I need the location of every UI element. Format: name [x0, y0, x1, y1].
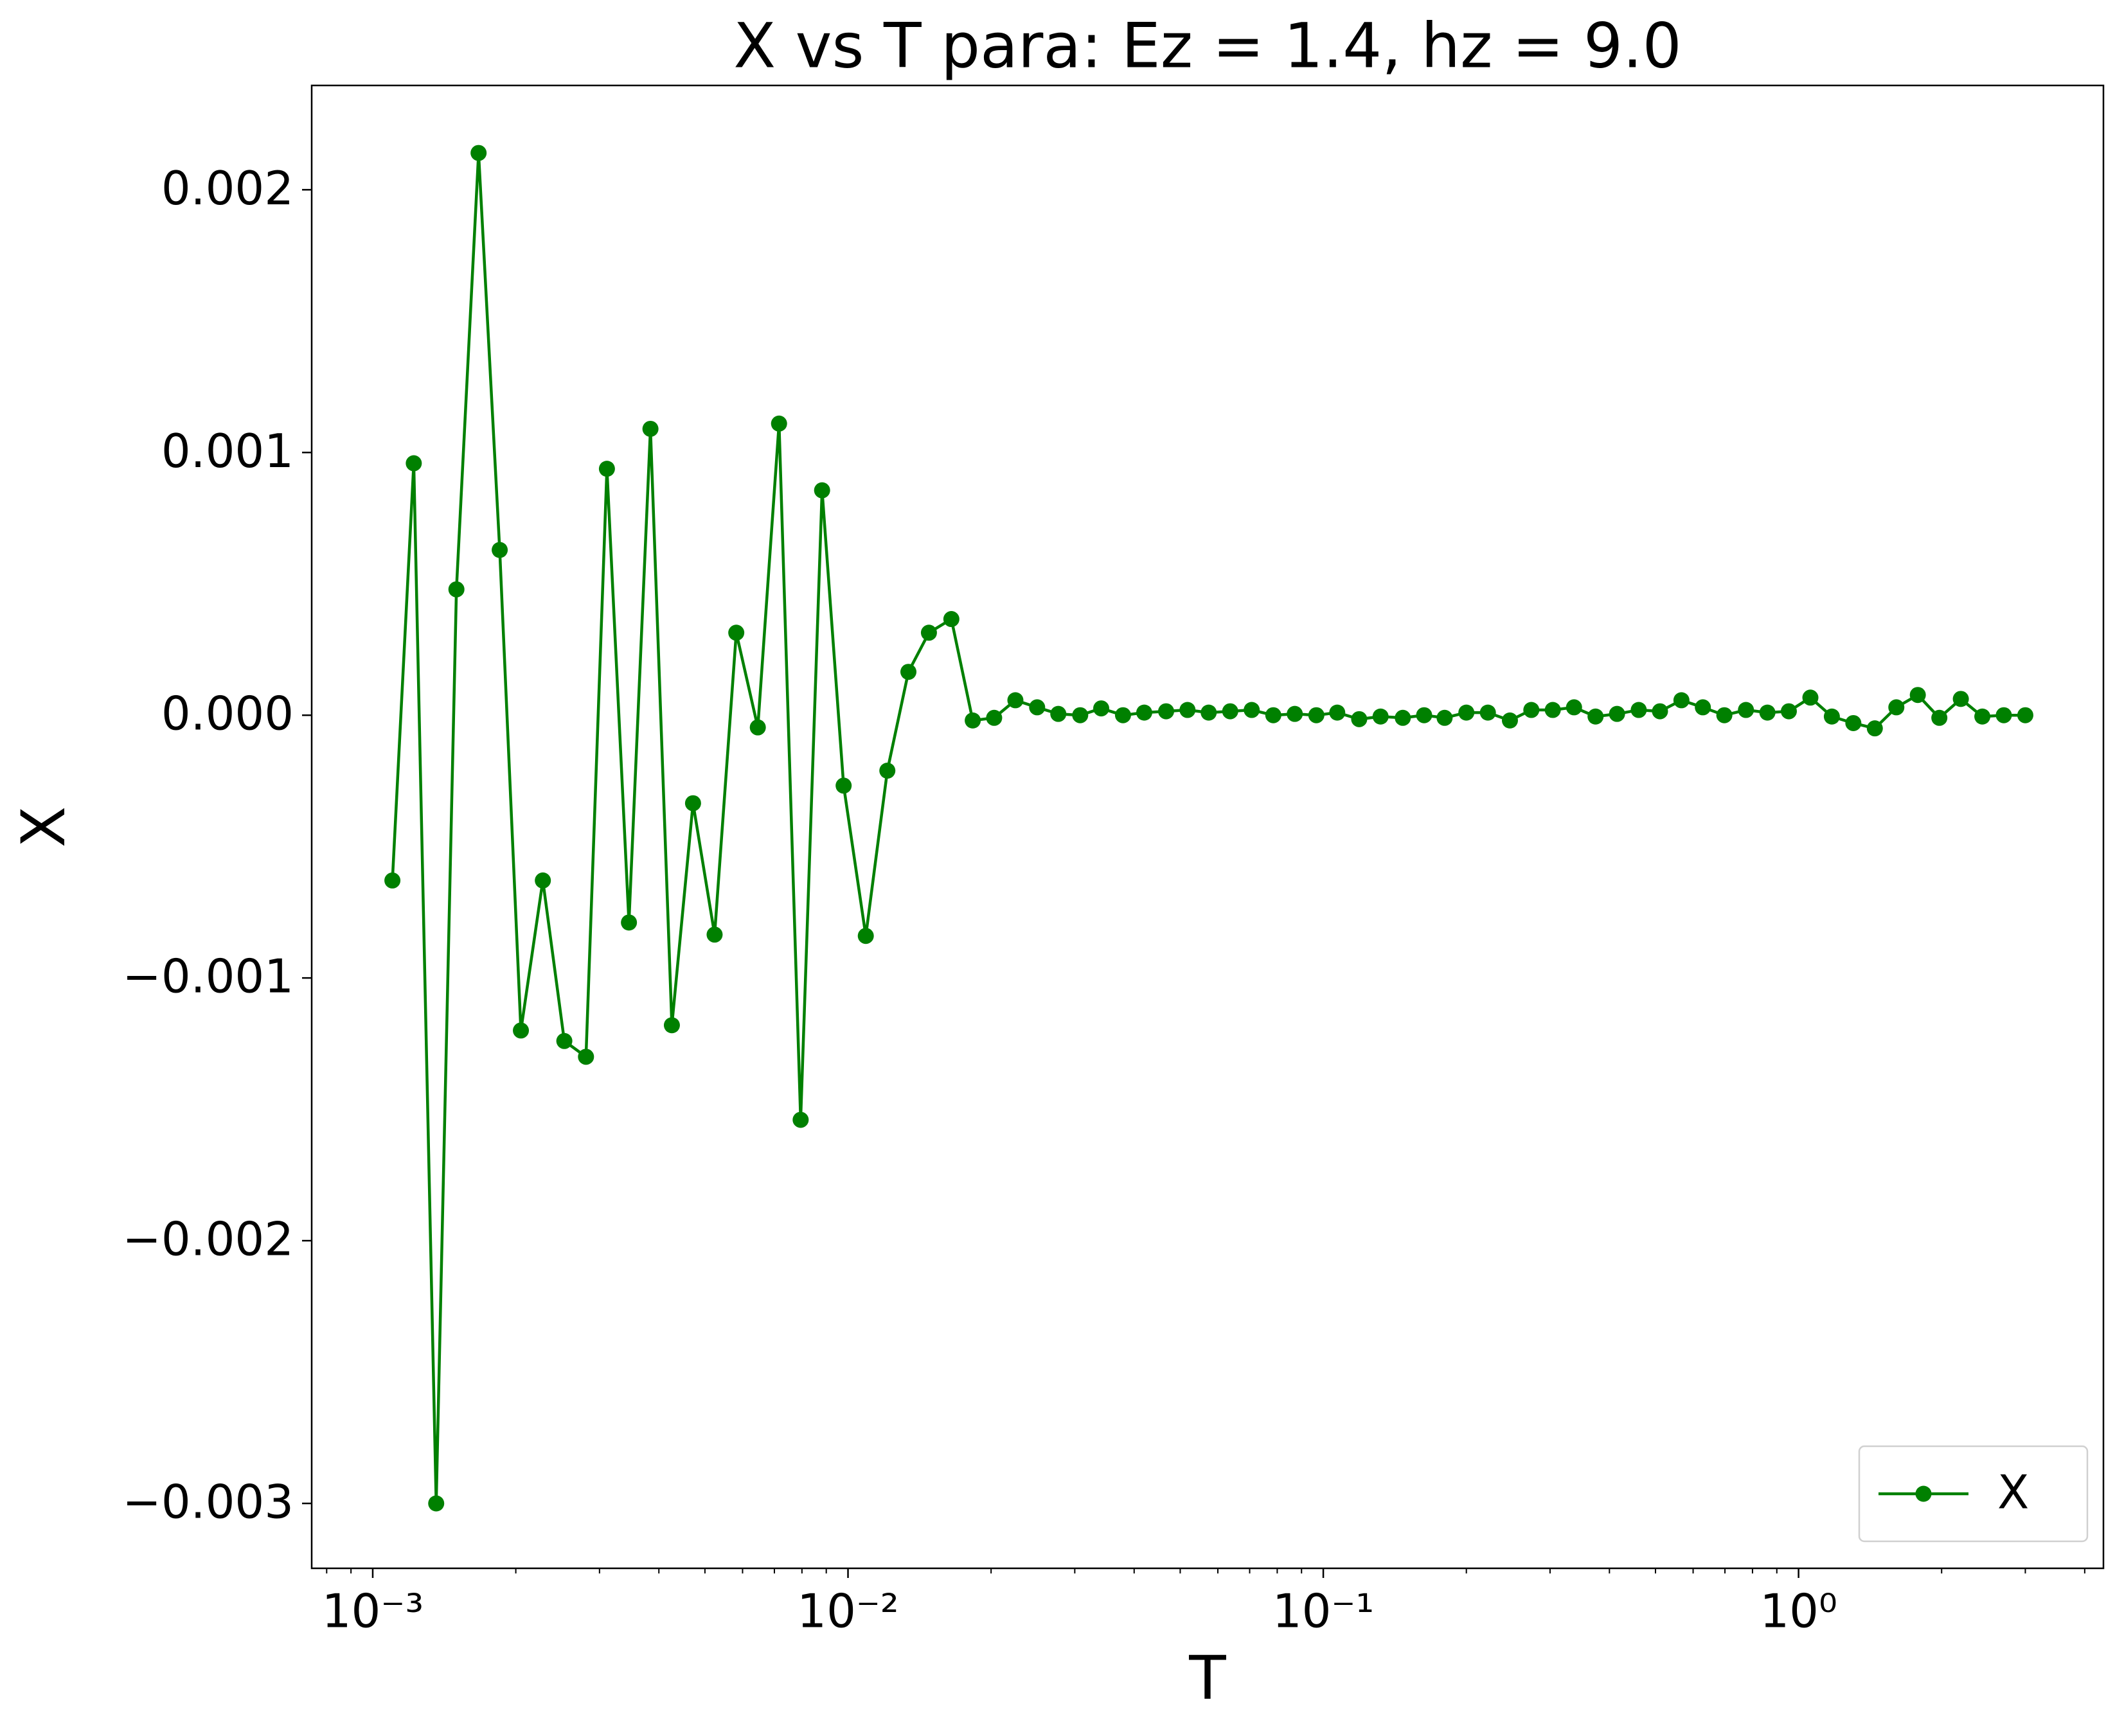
data-point: [621, 914, 638, 931]
data-point: [1329, 704, 1346, 721]
data-point: [1952, 691, 1969, 707]
data-point: [513, 1022, 530, 1039]
y-tick-label: 0.000: [161, 687, 294, 741]
legend-marker: [1915, 1485, 1932, 1502]
data-point: [1265, 707, 1281, 723]
data-point: [1716, 707, 1733, 723]
data-point: [1200, 704, 1217, 721]
legend-label: X: [1997, 1466, 2029, 1519]
data-point: [1416, 707, 1432, 723]
data-point: [1458, 704, 1475, 721]
data-point: [684, 795, 701, 811]
data-point: [1287, 705, 1303, 722]
data-point: [384, 872, 401, 889]
data-point: [986, 709, 1003, 726]
data-point: [706, 926, 723, 943]
data-point: [1909, 687, 1926, 704]
data-point: [1866, 720, 1883, 737]
data-point: [1114, 707, 1131, 723]
data-point: [1179, 702, 1196, 718]
data-point: [448, 581, 465, 598]
data-point: [1780, 703, 1797, 720]
data-point: [598, 461, 615, 477]
data-point: [857, 928, 874, 944]
data-point: [749, 719, 766, 736]
data-point: [1072, 707, 1089, 723]
data-point: [1974, 708, 1991, 725]
series-line: [391, 151, 2026, 1505]
data-point: [943, 611, 959, 628]
data-point: [1308, 707, 1325, 723]
data-point: [771, 415, 787, 432]
x-tick-label: 10⁻¹: [1272, 1584, 1374, 1638]
data-point: [492, 542, 508, 558]
data-point: [1652, 703, 1668, 720]
plot-frame: [310, 84, 2105, 1570]
y-axis-label: X: [9, 806, 79, 847]
data-point: [1479, 704, 1496, 721]
data-point: [535, 872, 551, 889]
data-point: [728, 624, 745, 641]
data-point: [1802, 689, 1819, 706]
y-tick-label: 0.002: [161, 161, 294, 215]
data-point: [1523, 702, 1540, 718]
data-point: [406, 455, 422, 472]
data-point: [1436, 709, 1453, 726]
data-point: [1395, 709, 1411, 726]
data-point: [1695, 699, 1711, 716]
data-point: [1244, 702, 1260, 718]
legend: X: [1858, 1445, 2089, 1543]
data-point: [1888, 699, 1905, 716]
data-point: [965, 712, 981, 729]
data-point: [879, 762, 896, 779]
data-point: [900, 664, 917, 680]
data-point: [1029, 699, 1046, 716]
data-point: [1007, 692, 1024, 709]
y-tick-label: −0.001: [123, 950, 294, 1004]
x-tick-label: 10⁻³: [322, 1584, 424, 1638]
data-point: [1630, 702, 1647, 718]
data-point: [1823, 708, 1840, 725]
data-point: [663, 1017, 680, 1034]
data-point: [835, 777, 852, 794]
legend-box: [1858, 1445, 2089, 1543]
data-point: [1673, 692, 1690, 709]
data-point: [1222, 703, 1238, 720]
data-point: [1351, 711, 1368, 727]
data-point: [1759, 704, 1776, 721]
y-tick-label: −0.003: [123, 1475, 294, 1529]
data-point: [1566, 699, 1582, 716]
data-point: [556, 1032, 573, 1049]
data-point: [1931, 709, 1948, 726]
data-point: [428, 1495, 445, 1512]
data-point: [1501, 712, 1518, 729]
y-tick-label: 0.001: [161, 424, 294, 478]
data-point: [1372, 708, 1389, 725]
data-point: [1158, 703, 1175, 720]
data-point: [1738, 702, 1754, 718]
data-point: [1050, 705, 1067, 722]
data-point: [1587, 708, 1604, 725]
x-tick-label: 10⁰: [1760, 1584, 1837, 1638]
data-point: [1136, 704, 1152, 721]
data-point: [814, 482, 830, 499]
data-point: [1544, 702, 1561, 718]
x-tick-label: 10⁻²: [797, 1584, 898, 1638]
chart-title: X vs T para: Ez = 1.4, hz = 9.0: [733, 10, 1681, 82]
data-point: [792, 1112, 809, 1128]
data-point: [642, 420, 659, 437]
data-point: [1093, 700, 1110, 717]
data-point: [1609, 705, 1625, 722]
data-point: [2017, 707, 2033, 723]
y-tick-label: −0.002: [123, 1212, 294, 1266]
data-point: [1845, 714, 1862, 731]
x-axis-label: T: [1188, 1643, 1226, 1714]
data-point: [920, 624, 937, 641]
data-point: [470, 145, 487, 161]
data-point: [1995, 707, 2012, 723]
data-point: [578, 1049, 594, 1065]
